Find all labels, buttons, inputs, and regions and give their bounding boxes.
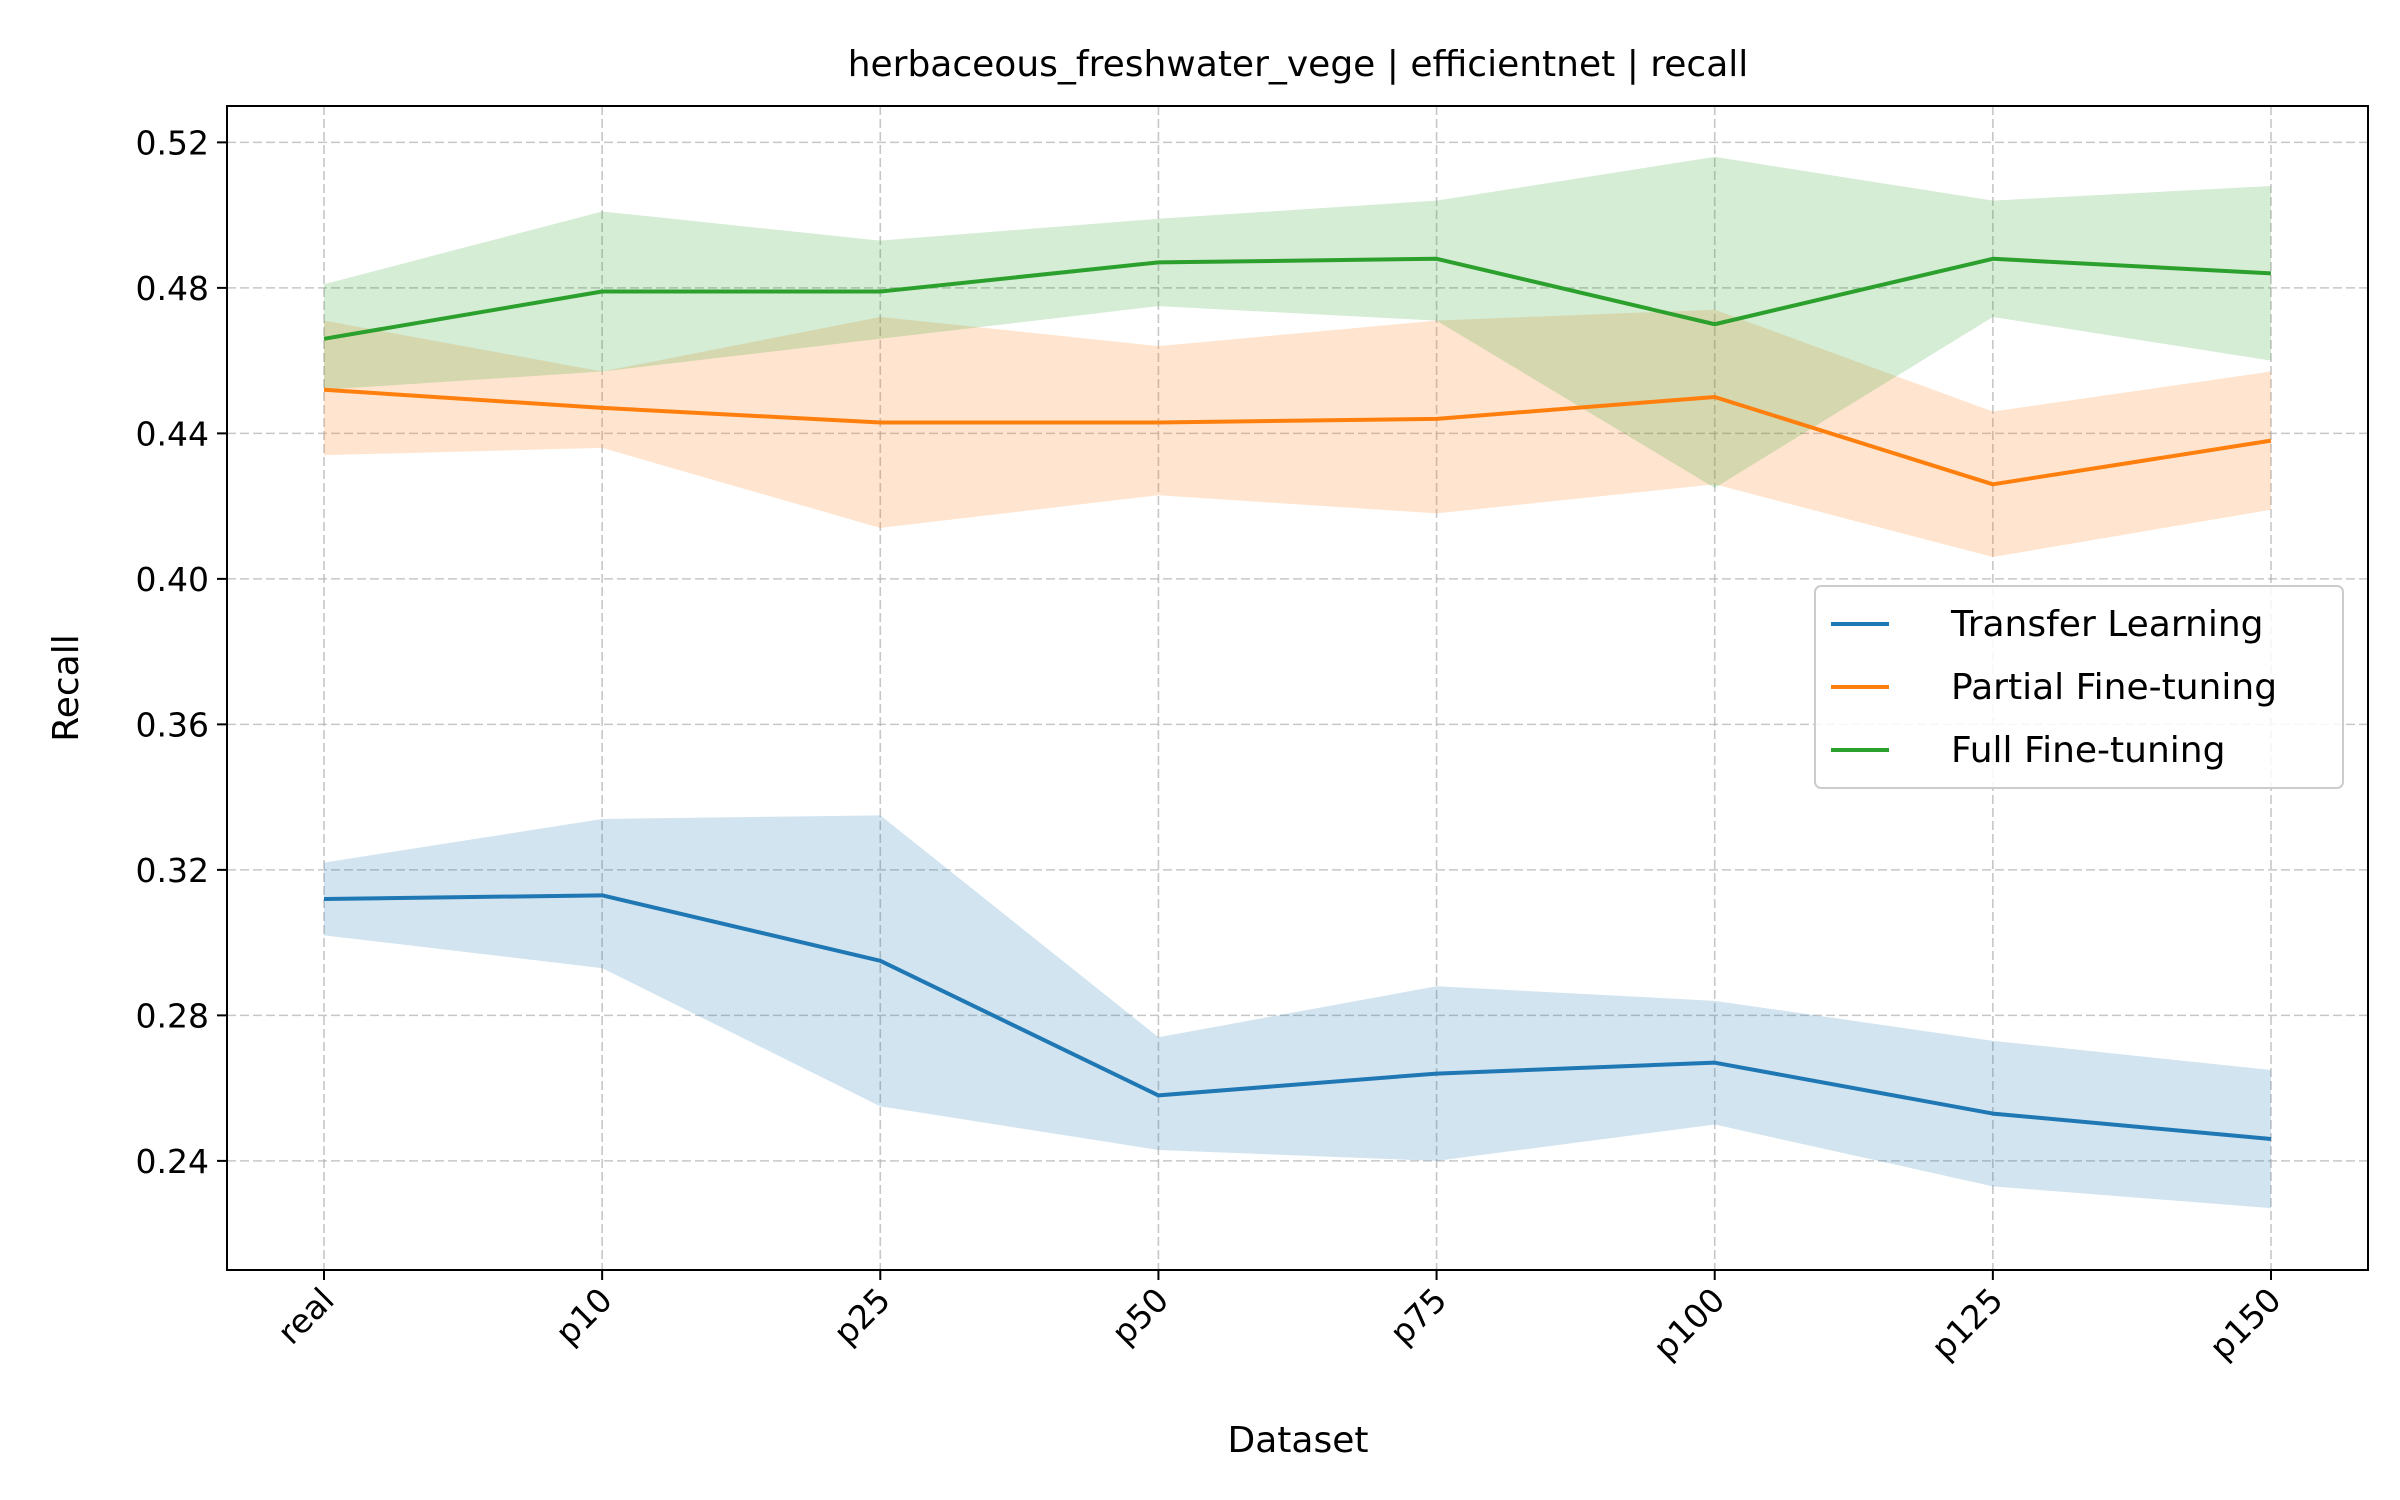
series-lines (323, 256, 2272, 1142)
confidence-band (324, 309, 2271, 558)
plot-frame (226, 105, 2369, 1271)
y-tick-label: 0.28 (136, 996, 209, 1035)
y-tick-label: 0.40 (136, 560, 209, 599)
legend-box (1814, 585, 2344, 789)
y-tick-label: 0.44 (136, 414, 209, 453)
y-tick-label: 0.48 (136, 269, 209, 308)
chart-title: herbaceous_freshwater_vege | efficientne… (848, 44, 1749, 85)
series-line (323, 256, 2272, 341)
confidence-band (324, 156, 2271, 488)
legend-label: Partial Fine-tuning (1951, 667, 2277, 708)
x-axis-label: Dataset (1228, 1420, 1369, 1461)
legend: Transfer Learning Partial Fine-tuning Full… (1814, 585, 2344, 789)
confidence-band (324, 815, 2271, 1209)
legend-label: Full Fine-tuning (1951, 730, 2225, 771)
y-tick-label: 0.24 (136, 1142, 209, 1181)
series-line (323, 387, 2272, 487)
grid (227, 106, 2368, 1270)
series-line (323, 893, 2272, 1142)
y-axis-label: Recall (46, 634, 87, 741)
confidence-bands (324, 156, 2271, 1209)
y-tick-label: 0.52 (136, 123, 209, 162)
y-tick-label: 0.36 (136, 705, 209, 744)
legend-label: Transfer Learning (1950, 604, 2264, 645)
y-tick-label: 0.32 (136, 851, 209, 890)
